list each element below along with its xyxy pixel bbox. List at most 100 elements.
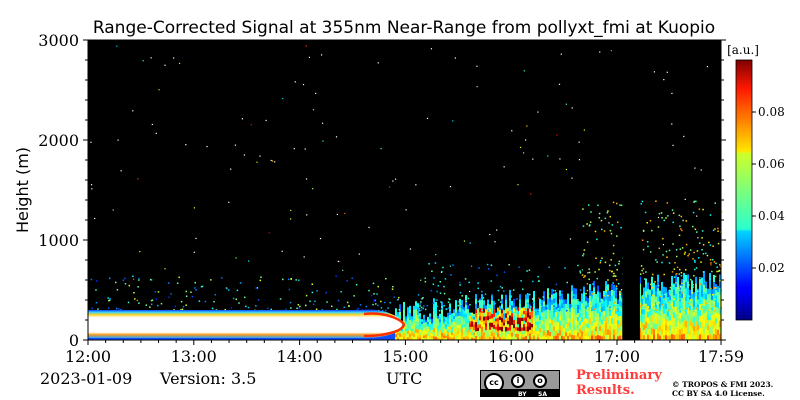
heatmap-cell	[683, 313, 685, 321]
noise-pixel	[409, 248, 412, 250]
heatmap-cell	[697, 293, 699, 300]
heatmap-cell	[431, 333, 433, 337]
date-label: 2023-01-09	[40, 369, 133, 388]
heatmap-cell	[703, 319, 705, 327]
heatmap-speck	[675, 249, 678, 251]
heatmap-speck	[715, 287, 717, 289]
heatmap-cell	[597, 296, 599, 303]
heatmap-cell	[611, 311, 613, 319]
noise-pixel	[449, 186, 452, 188]
heatmap-speck	[693, 309, 696, 312]
noise-pixel	[469, 290, 471, 293]
heatmap-cell	[469, 323, 471, 327]
heatmap-cell	[473, 337, 475, 341]
heatmap-cell	[407, 320, 409, 325]
heatmap-cell	[673, 300, 675, 307]
noise-pixel	[683, 135, 685, 138]
heatmap-cell	[617, 299, 619, 305]
heatmap-speck	[586, 309, 588, 312]
heatmap-speck	[716, 266, 718, 268]
heatmap-speck	[598, 302, 600, 305]
heatmap-speck	[481, 290, 483, 293]
heatmap-speck	[672, 307, 675, 310]
heatmap-speck	[691, 308, 693, 311]
heatmap-cell	[411, 321, 413, 324]
heatmap-cell	[585, 318, 587, 324]
x-tick-label: 15:00	[382, 347, 428, 366]
heatmap-speck	[467, 297, 470, 300]
noise-pixel	[666, 71, 668, 73]
heatmap-cell	[513, 315, 515, 320]
x-tick-label: 17:59	[698, 347, 744, 366]
heatmap-cell	[649, 294, 651, 301]
noise-pixel	[308, 56, 311, 58]
noise-pixel	[556, 134, 558, 136]
heatmap-cell	[645, 321, 647, 329]
heatmap-cell	[461, 332, 463, 337]
heatmap-cell	[513, 323, 515, 329]
noise-pixel	[700, 169, 702, 171]
heatmap-cell	[439, 326, 441, 330]
heatmap-cell	[591, 305, 593, 312]
heatmap-cell	[601, 311, 603, 316]
heatmap-cell	[533, 335, 535, 341]
noise-pixel	[319, 237, 322, 240]
heatmap-speck	[712, 293, 715, 296]
heatmap-cell	[565, 307, 567, 312]
heatmap-cell	[589, 284, 591, 291]
heatmap-speck	[649, 308, 652, 310]
heatmap-cell	[559, 325, 561, 331]
heatmap-cell	[561, 302, 563, 309]
heatmap-speck	[499, 301, 502, 303]
noise-pixel	[476, 86, 478, 88]
heatmap-cell	[447, 331, 449, 336]
heatmap-cell	[591, 310, 593, 317]
heatmap-cell	[583, 313, 585, 320]
heatmap-cell	[609, 325, 611, 331]
heatmap-speck	[445, 308, 447, 310]
heatmap-cell	[537, 333, 539, 338]
heatmap-speck	[336, 308, 338, 311]
heatmap-speck	[672, 221, 674, 224]
heatmap-speck	[651, 229, 653, 232]
heatmap-cell	[675, 313, 677, 321]
heatmap-cell	[685, 294, 687, 302]
heatmap-cell	[405, 337, 407, 341]
heatmap-cell	[505, 294, 507, 300]
heatmap-cell	[715, 284, 717, 291]
heatmap-cell	[523, 310, 525, 315]
heatmap-speck	[677, 309, 679, 311]
heatmap-cell	[465, 304, 467, 310]
heatmap-cell	[601, 302, 603, 308]
noise-pixel	[132, 278, 135, 280]
heatmap-speck	[680, 272, 683, 274]
noise-pixel	[305, 45, 307, 47]
heatmap-cell	[701, 308, 703, 316]
heatmap-cell	[409, 336, 411, 341]
heatmap-speck	[709, 244, 712, 246]
heatmap-speck	[448, 307, 450, 309]
heatmap-cell	[451, 321, 453, 325]
heatmap-cell	[577, 328, 579, 333]
share-alike-icon: o	[533, 374, 547, 388]
heatmap-cell	[479, 307, 481, 313]
heatmap-cell	[475, 312, 477, 318]
heatmap-cell	[415, 312, 417, 318]
heatmap-cell	[643, 308, 645, 315]
heatmap-cell	[687, 287, 689, 295]
heatmap-cell	[505, 308, 507, 314]
heatmap-speck	[373, 300, 375, 302]
heatmap-speck	[180, 309, 182, 311]
heatmap-cell	[525, 330, 527, 336]
heatmap-speck	[673, 268, 676, 270]
heatmap-speck	[566, 281, 568, 284]
heatmap-cell	[427, 335, 429, 339]
heatmap-speck	[437, 284, 440, 287]
heatmap-cell	[427, 326, 429, 329]
heatmap-cell	[483, 324, 485, 329]
heatmap-cell	[585, 335, 587, 341]
heatmap-cell	[511, 308, 513, 314]
heatmap-cell	[671, 327, 673, 335]
heatmap-speck	[675, 255, 678, 258]
heatmap-cell	[461, 308, 463, 313]
